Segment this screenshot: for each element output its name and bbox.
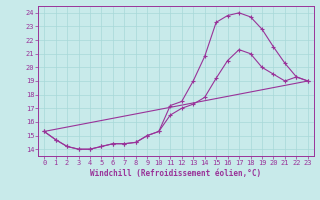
X-axis label: Windchill (Refroidissement éolien,°C): Windchill (Refroidissement éolien,°C): [91, 169, 261, 178]
